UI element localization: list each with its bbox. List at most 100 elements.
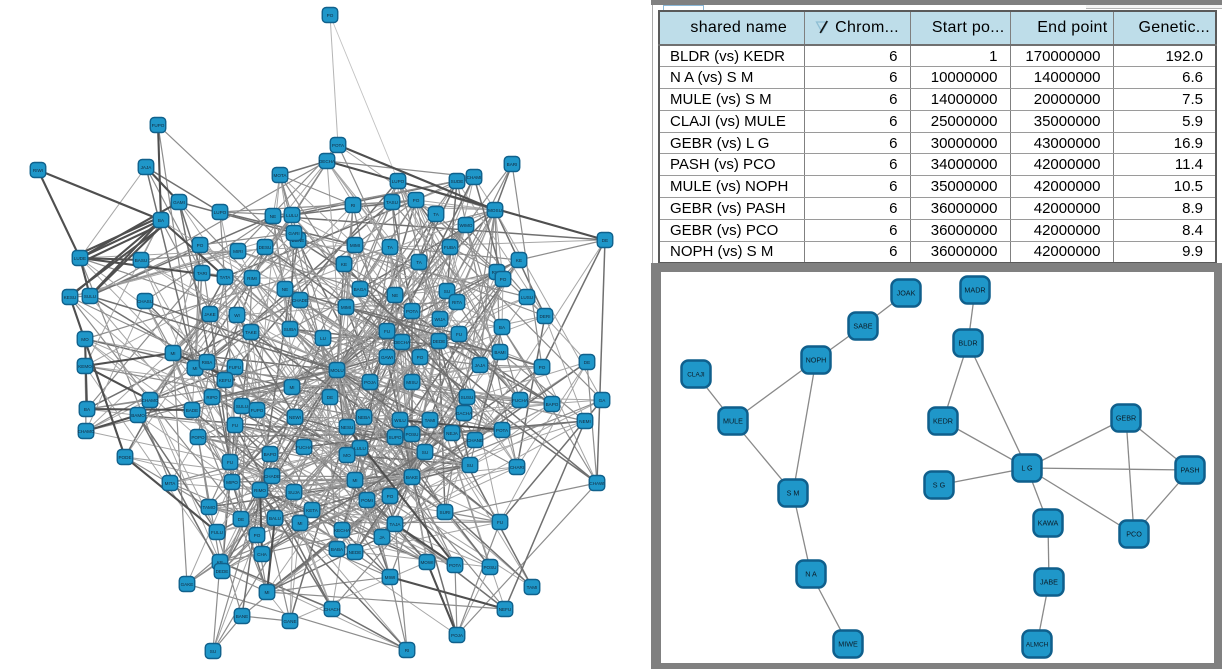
svg-text:WILU: WILU	[394, 418, 405, 423]
svg-text:FUCHA: FUCHA	[296, 445, 313, 450]
svg-text:BAMO: BAMO	[131, 413, 145, 418]
svg-text:DECHA: DECHA	[394, 340, 411, 345]
svg-text:MI: MI	[289, 385, 294, 390]
svg-text:RI: RI	[351, 203, 356, 208]
svg-text:BLDR: BLDR	[958, 338, 977, 347]
svg-text:LUDE: LUDE	[74, 256, 86, 261]
svg-text:PO: PO	[417, 355, 424, 360]
svg-text:JOAK: JOAK	[897, 288, 916, 297]
svg-text:MI: MI	[264, 590, 269, 595]
svg-text:KE: KE	[217, 560, 223, 565]
svg-text:DESU: DESU	[259, 245, 272, 250]
svg-text:KETA: KETA	[306, 508, 319, 513]
svg-text:KE: KE	[516, 258, 522, 263]
svg-text:SUBA: SUBA	[284, 327, 297, 332]
svg-text:BALU: BALU	[269, 516, 281, 521]
svg-text:SABE: SABE	[853, 321, 872, 330]
svg-text:DECHA: DECHA	[319, 159, 336, 164]
svg-text:NESU: NESU	[341, 425, 354, 430]
svg-text:GAWI: GAWI	[381, 355, 393, 360]
svg-text:CHANE: CHANE	[467, 438, 483, 443]
svg-text:SU: SU	[422, 450, 428, 455]
svg-text:TAMO: TAMO	[203, 505, 216, 510]
svg-text:KECHA: KECHA	[334, 528, 351, 533]
svg-text:KESU: KESU	[64, 295, 77, 300]
svg-text:BA: BA	[84, 407, 91, 412]
svg-text:FUFU: FUFU	[229, 365, 241, 370]
svg-text:BAPO: BAPO	[546, 402, 559, 407]
svg-text:SUJA: SUJA	[288, 490, 301, 495]
svg-text:JAKE: JAKE	[204, 312, 216, 317]
svg-text:CHAMO: CHAMO	[141, 398, 159, 403]
svg-text:KEFU: KEFU	[219, 378, 231, 383]
svg-text:BASU: BASU	[135, 258, 148, 263]
svg-text:GEBR: GEBR	[1116, 413, 1136, 422]
svg-text:POPO: POPO	[191, 435, 205, 440]
svg-text:NEJA: NEJA	[446, 431, 459, 436]
svg-text:S M: S M	[787, 488, 800, 497]
svg-text:MITA: MITA	[165, 481, 177, 486]
svg-text:TAKE: TAKE	[245, 330, 257, 335]
svg-text:CHAMO: CHAMO	[77, 429, 95, 434]
svg-text:N A: N A	[805, 569, 817, 578]
svg-text:MI: MI	[192, 366, 197, 371]
svg-text:MIMI: MIMI	[350, 243, 360, 248]
svg-text:CHADE: CHADE	[264, 474, 280, 479]
svg-text:CHAWI: CHAWI	[589, 481, 604, 486]
svg-text:MIMI: MIMI	[341, 305, 351, 310]
svg-text:GA: GA	[599, 398, 607, 403]
svg-text:NEDE: NEDE	[349, 550, 362, 555]
svg-text:MI: MI	[352, 478, 357, 483]
svg-text:SULU: SULU	[84, 294, 96, 299]
svg-text:MULE: MULE	[723, 416, 743, 425]
svg-text:CHADE: CHADE	[292, 298, 308, 303]
svg-text:PO: PO	[539, 365, 546, 370]
svg-text:CHACH: CHACH	[324, 607, 340, 612]
svg-text:WIJA: WIJA	[435, 317, 447, 322]
svg-text:FULU: FULU	[211, 530, 223, 535]
svg-text:SU: SU	[467, 463, 473, 468]
svg-text:NEFU: NEFU	[499, 607, 512, 612]
svg-text:SU: SU	[444, 289, 450, 294]
svg-text:WI: WI	[234, 313, 240, 318]
svg-text:DEDE: DEDE	[216, 569, 229, 574]
svg-text:GAKE: GAKE	[181, 582, 194, 587]
svg-text:MIRI: MIRI	[233, 249, 243, 254]
svg-text:MI: MI	[170, 351, 175, 356]
svg-text:CHARI: CHARI	[510, 465, 524, 470]
svg-text:KE: KE	[341, 262, 347, 267]
svg-text:DE: DE	[238, 517, 244, 522]
svg-text:PO: PO	[413, 198, 420, 203]
svg-text:LULU: LULU	[354, 446, 366, 451]
svg-text:SUDE: SUDE	[451, 179, 464, 184]
svg-text:POSU: POSU	[483, 565, 496, 570]
svg-text:MO: MO	[81, 337, 89, 342]
svg-text:MOSU: MOSU	[488, 208, 502, 213]
svg-text:L G: L G	[1021, 463, 1033, 472]
svg-text:POTA: POTA	[496, 428, 509, 433]
svg-text:NE: NE	[270, 214, 276, 219]
svg-text:KEMO: KEMO	[78, 364, 92, 369]
svg-text:BAPO: BAPO	[264, 452, 277, 457]
svg-text:JABE: JABE	[1040, 577, 1058, 586]
svg-text:JAJA: JAJA	[475, 363, 487, 368]
svg-text:CHAMI: CHAMI	[467, 175, 482, 180]
svg-text:FU: FU	[232, 423, 238, 428]
svg-text:CLAJI: CLAJI	[687, 371, 705, 378]
svg-text:POMI: POMI	[361, 498, 373, 503]
svg-text:KEDR: KEDR	[933, 416, 953, 425]
svg-text:MOLU: MOLU	[330, 368, 343, 373]
svg-text:SUPO: SUPO	[388, 435, 401, 440]
svg-text:TATA: TATA	[220, 275, 232, 280]
svg-text:SUSU: SUSU	[461, 395, 474, 400]
svg-text:RITA: RITA	[452, 300, 463, 305]
svg-text:BAGA: BAGA	[354, 287, 368, 292]
svg-text:SULU: SULU	[236, 404, 248, 409]
svg-text:BARI: BARI	[507, 162, 518, 167]
svg-text:FU: FU	[497, 520, 503, 525]
svg-text:GARI: GARI	[288, 231, 299, 236]
svg-text:RIPO: RIPO	[206, 395, 218, 400]
svg-text:POJA: POJA	[451, 633, 464, 638]
svg-text:PCO: PCO	[1126, 529, 1142, 538]
svg-text:POTA: POTA	[449, 563, 462, 568]
